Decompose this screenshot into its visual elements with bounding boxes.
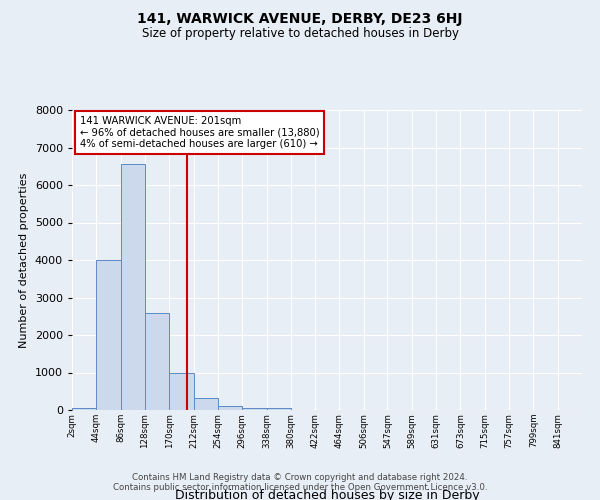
Bar bbox=[169, 374, 194, 410]
Bar bbox=[121, 164, 145, 410]
Bar bbox=[72, 408, 97, 410]
Text: Contains HM Land Registry data © Crown copyright and database right 2024.: Contains HM Land Registry data © Crown c… bbox=[132, 474, 468, 482]
Bar bbox=[194, 398, 218, 410]
Bar bbox=[145, 312, 169, 410]
Text: Contains public sector information licensed under the Open Government Licence v3: Contains public sector information licen… bbox=[113, 484, 487, 492]
Text: Size of property relative to detached houses in Derby: Size of property relative to detached ho… bbox=[142, 28, 458, 40]
Bar bbox=[218, 406, 242, 410]
Text: 141, WARWICK AVENUE, DERBY, DE23 6HJ: 141, WARWICK AVENUE, DERBY, DE23 6HJ bbox=[137, 12, 463, 26]
Bar bbox=[266, 408, 291, 410]
Bar bbox=[97, 260, 121, 410]
Bar bbox=[242, 408, 266, 410]
Y-axis label: Number of detached properties: Number of detached properties bbox=[19, 172, 29, 348]
X-axis label: Distribution of detached houses by size in Derby: Distribution of detached houses by size … bbox=[175, 490, 479, 500]
Text: 141 WARWICK AVENUE: 201sqm
← 96% of detached houses are smaller (13,880)
4% of s: 141 WARWICK AVENUE: 201sqm ← 96% of deta… bbox=[80, 116, 319, 149]
